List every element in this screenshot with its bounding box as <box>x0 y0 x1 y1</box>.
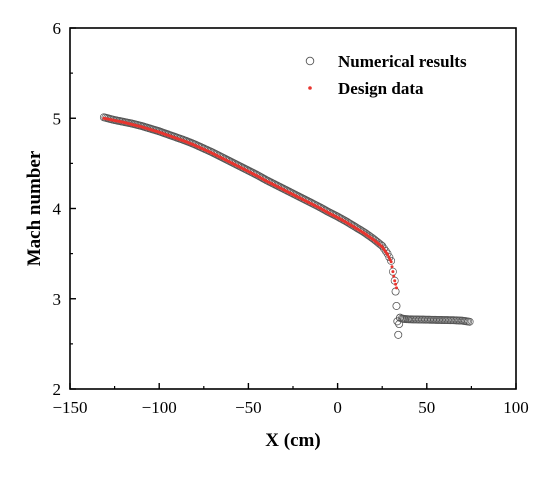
numerical-point <box>395 320 404 329</box>
numerical-point <box>381 247 390 256</box>
x-tick-label: 100 <box>503 398 529 417</box>
design-point <box>392 274 396 278</box>
design-point <box>390 265 394 269</box>
y-tick-label: 3 <box>53 290 62 309</box>
design-point <box>393 279 397 283</box>
numerical-point <box>375 239 384 248</box>
y-tick-label: 6 <box>53 19 62 38</box>
x-tick-label: 0 <box>333 398 342 417</box>
numerical-point <box>392 301 401 310</box>
y-axis-ticks: 2 3 4 5 6 <box>53 19 76 399</box>
numerical-point <box>385 253 394 262</box>
series-numerical-results <box>99 113 474 339</box>
x-tick-label: 50 <box>418 398 435 417</box>
design-point <box>388 257 392 261</box>
x-axis-ticks: −150 −100 −50 0 50 100 <box>52 383 529 417</box>
numerical-point <box>465 317 474 326</box>
legend-marker-design-data <box>308 86 312 90</box>
x-tick-label: −50 <box>235 398 262 417</box>
legend-label-design-data: Design data <box>338 79 424 98</box>
design-point <box>389 260 393 264</box>
design-point <box>386 253 390 257</box>
y-tick-label: 2 <box>53 380 62 399</box>
y-tick-label: 4 <box>53 200 62 219</box>
numerical-point <box>387 256 396 265</box>
design-point <box>394 282 398 286</box>
design-point <box>387 255 391 259</box>
series-design-data <box>102 116 398 290</box>
y-axis-title: Mach number <box>24 150 45 266</box>
y-tick-label: 5 <box>53 109 62 128</box>
x-tick-label: −150 <box>52 398 87 417</box>
legend-marker-numerical-results <box>305 56 315 66</box>
x-tick-label: −100 <box>142 398 177 417</box>
legend: Numerical results Design data <box>305 52 467 98</box>
x-axis-title: X (cm) <box>265 430 320 451</box>
design-point <box>394 286 398 290</box>
plot-frame <box>69 27 517 390</box>
legend-label-numerical-results: Numerical results <box>338 52 467 71</box>
numerical-point <box>394 330 403 339</box>
design-point <box>391 270 395 274</box>
